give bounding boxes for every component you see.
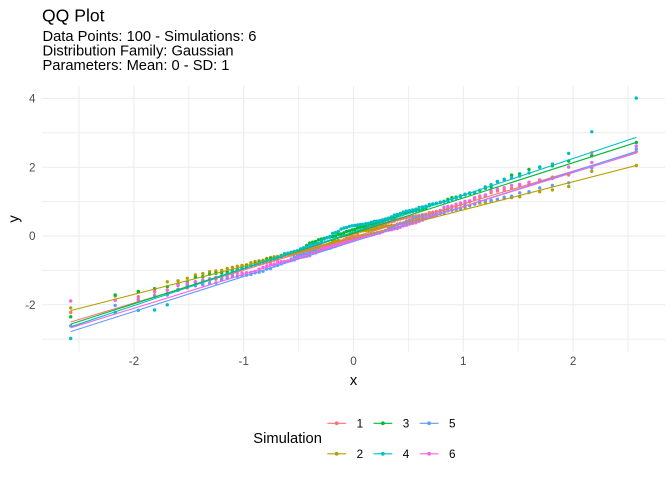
svg-text:1: 1	[460, 355, 467, 368]
svg-text:0: 0	[29, 230, 36, 243]
svg-text:4: 4	[29, 93, 36, 106]
svg-text:6: 6	[449, 448, 456, 461]
svg-text:QQ Plot: QQ Plot	[42, 6, 105, 26]
svg-text:2: 2	[29, 161, 36, 174]
svg-text:Simulation: Simulation	[253, 431, 322, 447]
svg-text:y: y	[7, 215, 23, 223]
svg-text:0: 0	[350, 355, 357, 368]
svg-text:-2: -2	[25, 299, 35, 312]
svg-text:Distribution Family: Gaussian: Distribution Family: Gaussian	[43, 44, 234, 60]
svg-text:Parameters: Mean: 0 - SD: 1: Parameters: Mean: 0 - SD: 1	[43, 58, 230, 74]
svg-text:1: 1	[357, 418, 364, 431]
svg-text:-1: -1	[238, 355, 248, 368]
svg-text:-2: -2	[129, 355, 139, 368]
svg-text:Data Points: 100 - Simulations: Data Points: 100 - Simulations: 6	[43, 29, 257, 45]
svg-text:x: x	[350, 373, 358, 389]
svg-text:2: 2	[570, 355, 577, 368]
svg-text:3: 3	[403, 418, 410, 431]
svg-text:2: 2	[357, 448, 364, 461]
svg-text:4: 4	[403, 448, 410, 461]
svg-text:5: 5	[449, 418, 456, 431]
